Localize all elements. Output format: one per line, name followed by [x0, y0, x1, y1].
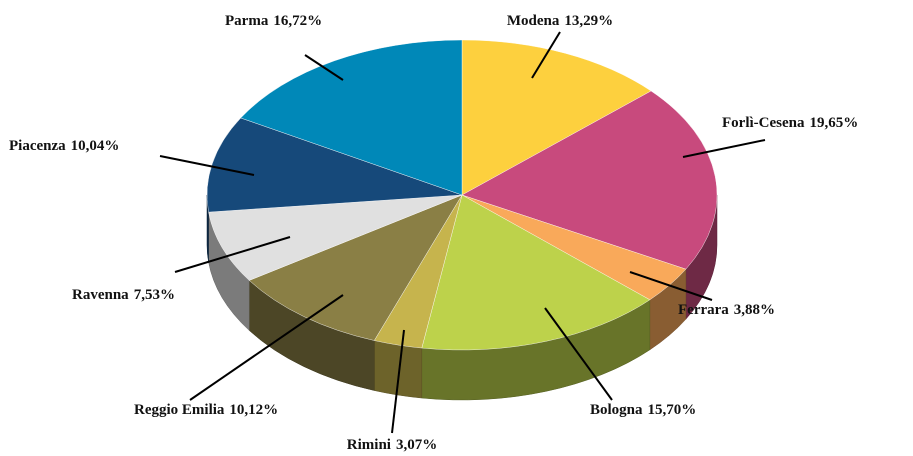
pie-slice — [240, 39, 463, 196]
pie-slice — [206, 117, 463, 213]
leader-line — [531, 31, 561, 79]
slice-label-value: 3,88% — [734, 302, 775, 318]
slice-label-name: Parma — [225, 13, 269, 29]
slice-label-name: Bologna — [590, 402, 643, 418]
slice-label-name: Ravenna — [72, 287, 129, 303]
slice-label: Piacenza 10,04% — [9, 138, 119, 154]
slice-label-value: 15,70% — [648, 402, 697, 418]
slice-label-value: 19,65% — [809, 115, 858, 131]
leader-line — [189, 294, 344, 401]
slice-label: Parma 16,72% — [225, 13, 322, 29]
slice-label-name: Ferrara — [678, 302, 729, 318]
slice-label-name: Reggio Emilia — [134, 402, 225, 418]
pie-slice — [421, 194, 651, 351]
leader-line — [159, 155, 255, 176]
slice-label-name: Piacenza — [9, 138, 66, 154]
slice-label-name: Rimini — [347, 437, 391, 453]
leader-line — [174, 236, 291, 273]
slice-label: Forlì-Cesena 19,65% — [722, 115, 858, 131]
slice-label-name: Modena — [507, 13, 560, 29]
slice-label-value: 10,04% — [71, 138, 120, 154]
slice-label-name: Forlì-Cesena — [722, 115, 805, 131]
slice-label: Ravenna 7,53% — [72, 287, 175, 303]
leader-line — [391, 329, 405, 434]
slice-label-value: 10,12% — [229, 402, 278, 418]
slice-label: Reggio Emilia 10,12% — [134, 402, 278, 418]
slice-label: Modena 13,29% — [507, 13, 613, 29]
pie-slice — [248, 194, 463, 341]
pie-slice — [461, 39, 652, 196]
slice-label-value: 7,53% — [134, 287, 175, 303]
slice-label: Ferrara 3,88% — [678, 302, 775, 318]
pie-slice — [461, 90, 718, 270]
slice-label-value: 16,72% — [273, 13, 322, 29]
leader-line — [629, 271, 713, 301]
leader-line — [682, 139, 766, 158]
pie-slice — [208, 194, 463, 281]
slice-label: Bologna 15,70% — [590, 402, 696, 418]
leader-line — [544, 307, 613, 401]
leader-line — [304, 54, 344, 81]
slice-label: Rimini 3,07% — [347, 437, 437, 453]
slice-label-value: 13,29% — [564, 13, 613, 29]
slice-label-value: 3,07% — [396, 437, 437, 453]
